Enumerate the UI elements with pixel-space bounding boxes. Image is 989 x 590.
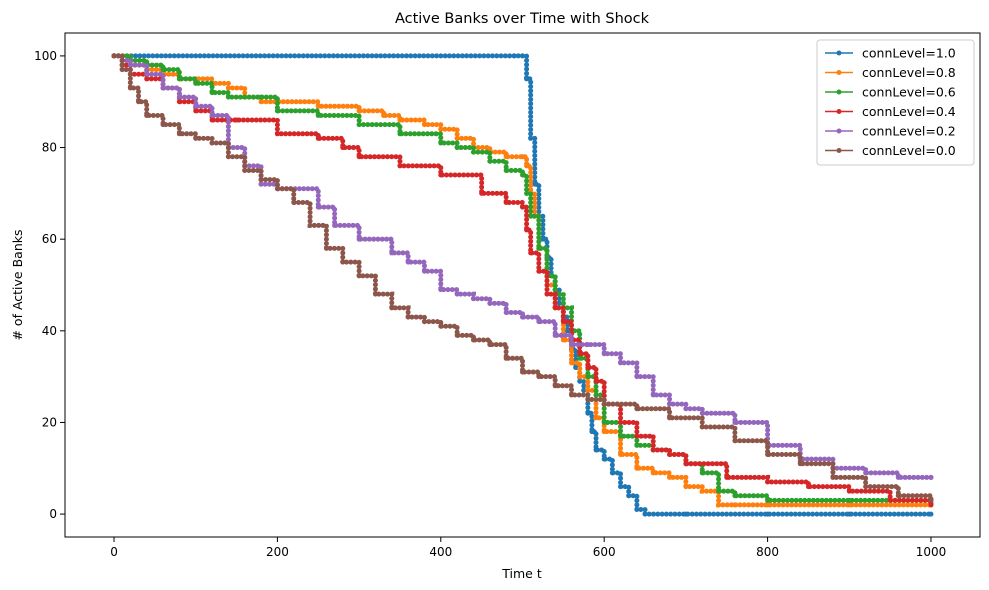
legend-marker — [836, 70, 842, 75]
series-markers — [111, 53, 934, 508]
legend-box — [816, 39, 975, 166]
series-markers — [111, 53, 934, 503]
plot-area — [64, 32, 981, 538]
y-axis-label: # of Active Banks — [10, 229, 25, 340]
legend-label: connLevel=0.8 — [862, 65, 956, 80]
series-markers — [111, 53, 934, 508]
y-tick-label: 60 — [42, 232, 57, 246]
legend-marker — [836, 109, 842, 114]
y-tick-label: 100 — [34, 49, 57, 63]
y-tick-label: 20 — [42, 415, 57, 429]
series-line — [114, 55, 931, 515]
series-markers — [111, 53, 934, 503]
y-tick-label: 80 — [42, 141, 57, 155]
y-axis: 0 20 40 60 80 100 — [34, 49, 65, 521]
x-tick-label: 800 — [756, 545, 779, 559]
x-axis: 0 200 400 600 800 1000 — [110, 537, 946, 559]
series-line — [114, 55, 932, 501]
x-tick-label: 1000 — [916, 545, 947, 559]
series-connLevel=0.8 — [111, 53, 934, 508]
chart-title: Active Banks over Time with Shock — [395, 11, 650, 27]
legend-marker — [836, 50, 842, 56]
series-line — [114, 55, 932, 505]
legend-marker — [836, 89, 842, 95]
series-markers — [111, 53, 934, 517]
series-connLevel=1.0 — [111, 53, 934, 517]
legend-marker — [836, 148, 842, 153]
legend-label: connLevel=0.2 — [862, 124, 956, 139]
series-group — [111, 53, 934, 517]
legend: connLevel=1.0 connLevel=0.8 connLevel=0.6 c… — [816, 39, 975, 166]
y-tick-label: 0 — [49, 507, 57, 521]
x-tick-label: 0 — [110, 545, 118, 559]
x-tick-label: 200 — [266, 545, 289, 559]
x-axis-label: Time t — [501, 566, 542, 581]
legend-label: connLevel=1.0 — [862, 46, 956, 61]
series-connLevel=0.0 — [111, 53, 934, 503]
series-connLevel=0.4 — [111, 53, 934, 508]
series-markers — [111, 53, 934, 480]
series-line — [114, 55, 931, 502]
legend-label: connLevel=0.4 — [862, 104, 956, 119]
series-connLevel=0.2 — [111, 53, 934, 480]
series-line — [114, 55, 931, 506]
legend-marker — [836, 128, 842, 134]
legend-label: connLevel=0.0 — [862, 143, 956, 158]
y-tick-label: 40 — [42, 324, 57, 338]
x-tick-label: 600 — [593, 545, 616, 559]
x-tick-label: 400 — [429, 545, 452, 559]
legend-label: connLevel=0.6 — [862, 85, 956, 100]
